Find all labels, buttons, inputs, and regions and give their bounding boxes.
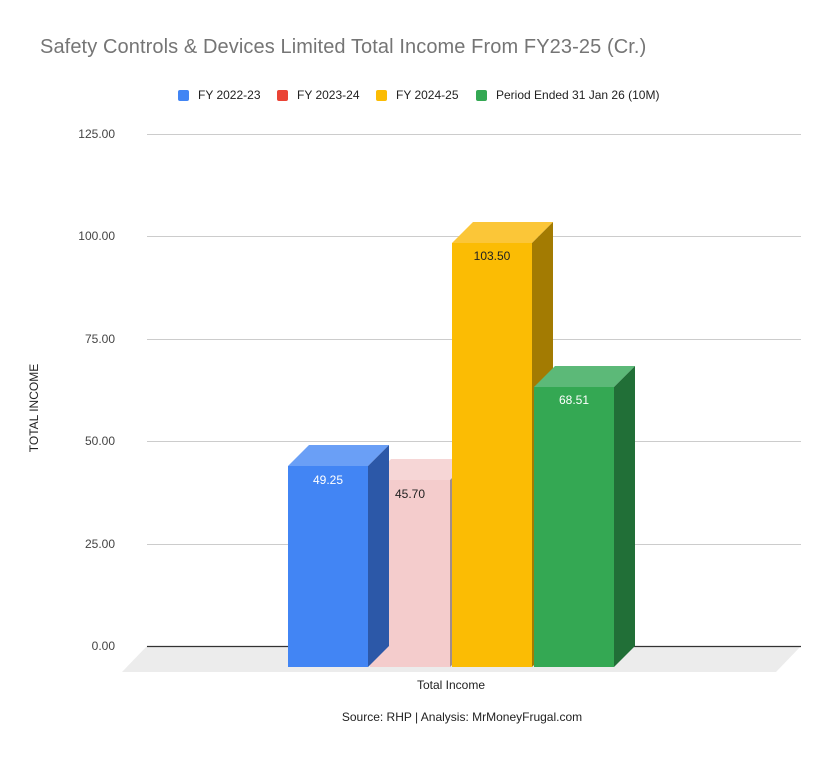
legend-label: Period Ended 31 Jan 26 (10M) [496, 88, 660, 102]
legend-item-fy2022-23[interactable]: FY 2022-23 [178, 86, 261, 104]
bar-value-label: 68.51 [559, 393, 589, 407]
chart-title: Safety Controls & Devices Limited Total … [40, 36, 647, 58]
y-axis-title: TOTAL INCOME [27, 363, 41, 453]
legend-item-fy2024-25[interactable]: FY 2024-25 [376, 86, 459, 104]
legend-swatch-yellow-icon [376, 89, 387, 101]
legend-label: FY 2024-25 [396, 88, 459, 102]
legend-item-period-ended[interactable]: Period Ended 31 Jan 26 (10M) [476, 86, 659, 104]
legend-swatch-green-icon [476, 89, 487, 101]
y-tick: 50.00 [84, 434, 115, 448]
bar-value-label: 49.25 [313, 473, 343, 487]
legend-item-fy2023-24[interactable]: FY 2023-24 [277, 86, 360, 104]
legend-swatch-red-icon [277, 89, 288, 101]
x-axis-label: Total Income [416, 678, 486, 692]
legend-swatch-blue-icon [178, 89, 189, 101]
y-tick: 75.00 [84, 332, 115, 346]
bar-value-label: 103.50 [474, 249, 511, 263]
y-tick: 125.00 [78, 127, 115, 141]
bar-value-label: 45.70 [395, 487, 425, 501]
legend: FY 2022-23 FY 2023-24 FY 2024-25 Period … [0, 86, 840, 104]
bar-period-ended[interactable] [534, 366, 635, 667]
bar-fy2022-23[interactable] [288, 445, 389, 667]
source-footnote: Source: RHP | Analysis: MrMoneyFrugal.co… [341, 710, 583, 724]
legend-label: FY 2023-24 [297, 88, 360, 102]
y-tick: 0.00 [91, 639, 115, 653]
y-tick: 100.00 [78, 229, 115, 243]
bar-fy2024-25[interactable] [452, 222, 553, 667]
legend-label: FY 2022-23 [198, 88, 261, 102]
y-tick: 25.00 [84, 537, 115, 551]
